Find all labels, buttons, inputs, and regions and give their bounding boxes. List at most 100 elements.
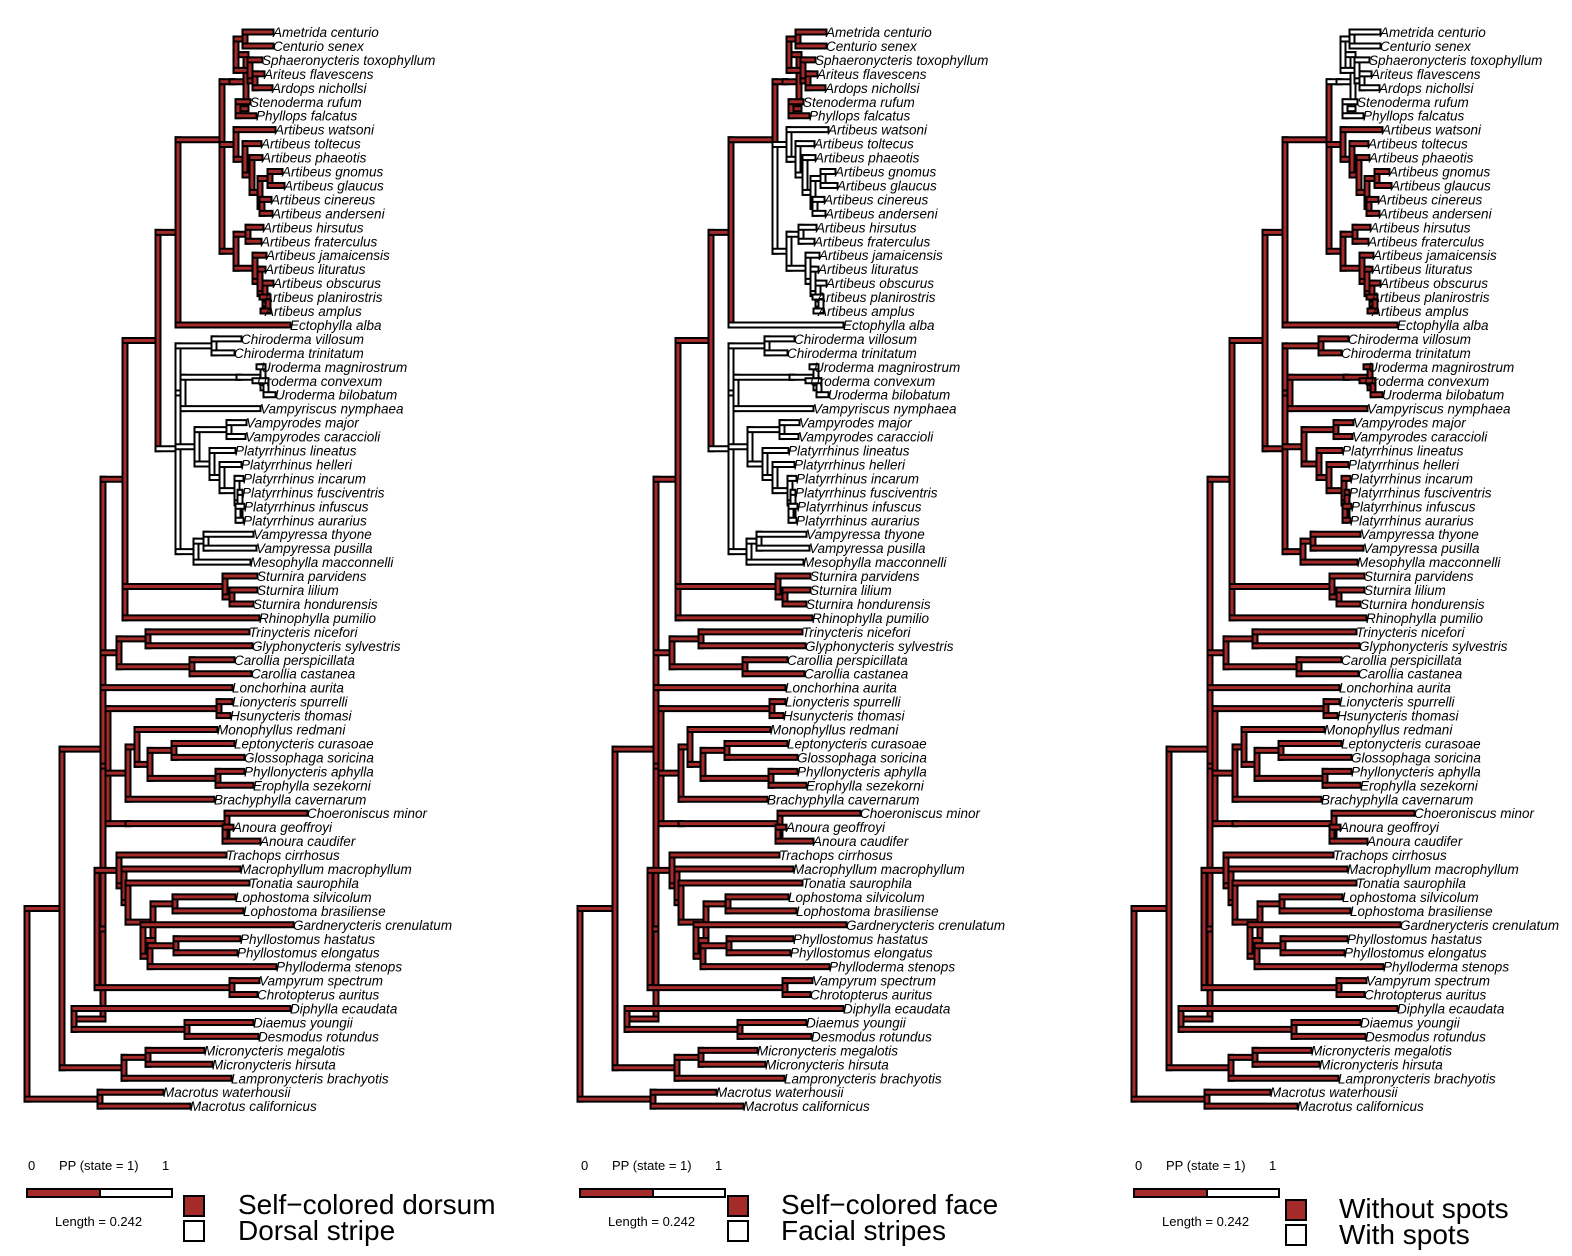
tip-label: Artibeus anderseni [271, 206, 386, 221]
tip-label: Platyrrhinus infuscus [1351, 499, 1476, 514]
tip-label: Phyllonycteris aphylla [797, 764, 927, 779]
tip-label: Artibeus cinereus [270, 192, 376, 207]
tip-label: Lonchorhina aurita [785, 681, 897, 696]
tip-label: Artibeus planirostris [816, 290, 936, 305]
tip-label: Ardops nichollsi [271, 81, 368, 96]
state1-swatch [727, 1195, 749, 1217]
tip-label: Trachops cirrhosus [779, 848, 893, 863]
tip-label: Artibeus gnomus [1388, 165, 1491, 180]
tip-label: Trinycteris nicefori [249, 625, 359, 640]
tip-label: Anoura geoffroyi [785, 820, 886, 835]
tip-label: Sturnira hondurensis [1360, 597, 1485, 612]
tip-label: Artibeus phaeotis [1368, 151, 1474, 166]
tip-label: Platyrrhinus incarum [243, 471, 366, 486]
tip-label: Macrophyllum macrophyllum [1347, 862, 1519, 877]
pp-axis-max: 1 [1269, 1158, 1276, 1173]
tip-label: Trinycteris nicefori [802, 625, 912, 640]
tip-label: Anoura caudifer [259, 834, 356, 849]
tip-label: Artibeus lituratus [817, 262, 919, 277]
tip-label: Artibeus gnomus [834, 165, 937, 180]
tip-label: Hsunycteris thomasi [783, 709, 906, 724]
tip-label: Vampyrum spectrum [1366, 974, 1490, 989]
tip-label: Sphaeronycteris toxophyllum [815, 53, 988, 68]
tip-label: Phyllostomus elongatus [790, 946, 933, 961]
tip-label: Artibeus glaucus [1390, 178, 1491, 193]
tip-label: Phylloderma stenops [1383, 960, 1509, 975]
tip-label: Ariteus flavescens [263, 67, 374, 82]
tip-label: Artibeus anderseni [1378, 206, 1493, 221]
tip-label: Lampronycteris brachyotis [231, 1071, 389, 1086]
tip-label: Trachops cirrhosus [1333, 848, 1447, 863]
tip-label: Lionycteris spurrelli [232, 695, 349, 710]
tip-label: Vampyressa pusilla [1363, 541, 1480, 556]
tip-label: Phyllostomus hastatus [1347, 932, 1482, 947]
tip-label: Artibeus glaucus [283, 178, 384, 193]
tip-label: Rhinophylla pumilio [1366, 611, 1484, 626]
tip-label: Gardnerycteris crenulatum [846, 918, 1005, 933]
tip-label: Artibeus amplus [264, 304, 362, 319]
tip-label: Monophyllus redmani [1324, 723, 1453, 738]
pp-axis-label: PP (state = 1) [1166, 1158, 1246, 1173]
tip-label: Diaemus youngii [1360, 1015, 1461, 1030]
tip-label: Anoura caudifer [812, 834, 909, 849]
tip-label: Sturnira lilium [1364, 583, 1446, 598]
tip-label: Diaemus youngii [806, 1015, 907, 1030]
tip-label: Micronycteris hirsuta [765, 1057, 889, 1072]
tip-label: Vampyressa pusilla [809, 541, 926, 556]
tip-label: Micronycteris hirsuta [212, 1057, 336, 1072]
tip-label: Artibeus jamaicensis [818, 248, 943, 263]
tip-label: Chiroderma trinitatum [1341, 346, 1471, 361]
tip-label: Carollia perspicillata [1341, 653, 1462, 668]
legend-face: 0 PP (state = 1) 1 Length = 0.242 Self−c… [579, 1158, 998, 1246]
state0-label: With spots [1339, 1219, 1470, 1250]
tip-label: Desmodus rotundus [811, 1029, 932, 1044]
tip-label: Sturnira parvidens [257, 569, 367, 584]
tip-label: Artibeus obscurus [272, 276, 381, 291]
tip-label: Hsunycteris thomasi [1337, 709, 1460, 724]
state0-swatch [1285, 1224, 1307, 1246]
tip-label: Phyllops falcatus [1363, 109, 1465, 124]
tip-label: Platyrrhinus helleri [1348, 457, 1460, 472]
tip-label: Artibeus glaucus [836, 178, 937, 193]
tip-label: Lophostoma brasiliense [796, 904, 939, 919]
tip-label: Ectophylla alba [843, 318, 935, 333]
tip-label: Phylloderma stenops [276, 960, 402, 975]
tip-label: Lophostoma brasiliense [1350, 904, 1493, 919]
tip-label: Choeroniscus minor [1414, 806, 1535, 821]
tip-label: Platyrrhinus lineatus [1342, 444, 1464, 459]
tip-label: Diphylla ecaudata [290, 1002, 398, 1017]
tip-label: Centurio senex [273, 39, 365, 54]
tip-label: Platyrrhinus infuscus [797, 499, 922, 514]
tip-label: Uroderma magnirostrum [1368, 360, 1514, 375]
tip-label: Ametrida centurio [825, 25, 932, 40]
tip-label: Carollia perspicillata [234, 653, 355, 668]
tip-label: Diaemus youngii [253, 1015, 354, 1030]
pp-axis-max: 1 [162, 1158, 169, 1173]
tip-label: Anoura geoffroyi [232, 820, 333, 835]
tip-label: Gardnerycteris crenulatum [293, 918, 452, 933]
tip-label: Lophostoma brasiliense [243, 904, 386, 919]
tip-label: Platyrrhinus infuscus [244, 499, 369, 514]
tip-label: Glyphonycteris sylvestris [1359, 639, 1508, 654]
state1-label: Without spots [1339, 1193, 1509, 1224]
tip-label: Vampyressa thyone [806, 527, 925, 542]
tip-label: Rhinophylla pumilio [812, 611, 930, 626]
pp-axis-label: PP (state = 1) [59, 1158, 139, 1173]
tip-label: Stenoderma rufum [803, 95, 915, 110]
tip-label: Phyllostomus elongatus [237, 946, 380, 961]
state0-swatch [727, 1220, 749, 1242]
tip-label: Micronycteris megalotis [204, 1043, 345, 1058]
tip-label: Diphylla ecaudata [843, 1002, 951, 1017]
tip-label: Uroderma bilobatum [828, 388, 950, 403]
tip-label: Monophyllus redmani [217, 723, 346, 738]
tip-label: Uroderma bilobatum [1382, 388, 1504, 403]
tip-label: Ardops nichollsi [1378, 81, 1475, 96]
tip-label: Erophylla sezekorni [253, 778, 372, 793]
tip-label: Glossophaga soricina [797, 750, 927, 765]
tip-label: Ectophylla alba [290, 318, 382, 333]
tip-label: Lonchorhina aurita [232, 681, 344, 696]
tip-label: Artibeus fraterculus [260, 234, 378, 249]
tip-label: Uroderma magnirostrum [814, 360, 960, 375]
